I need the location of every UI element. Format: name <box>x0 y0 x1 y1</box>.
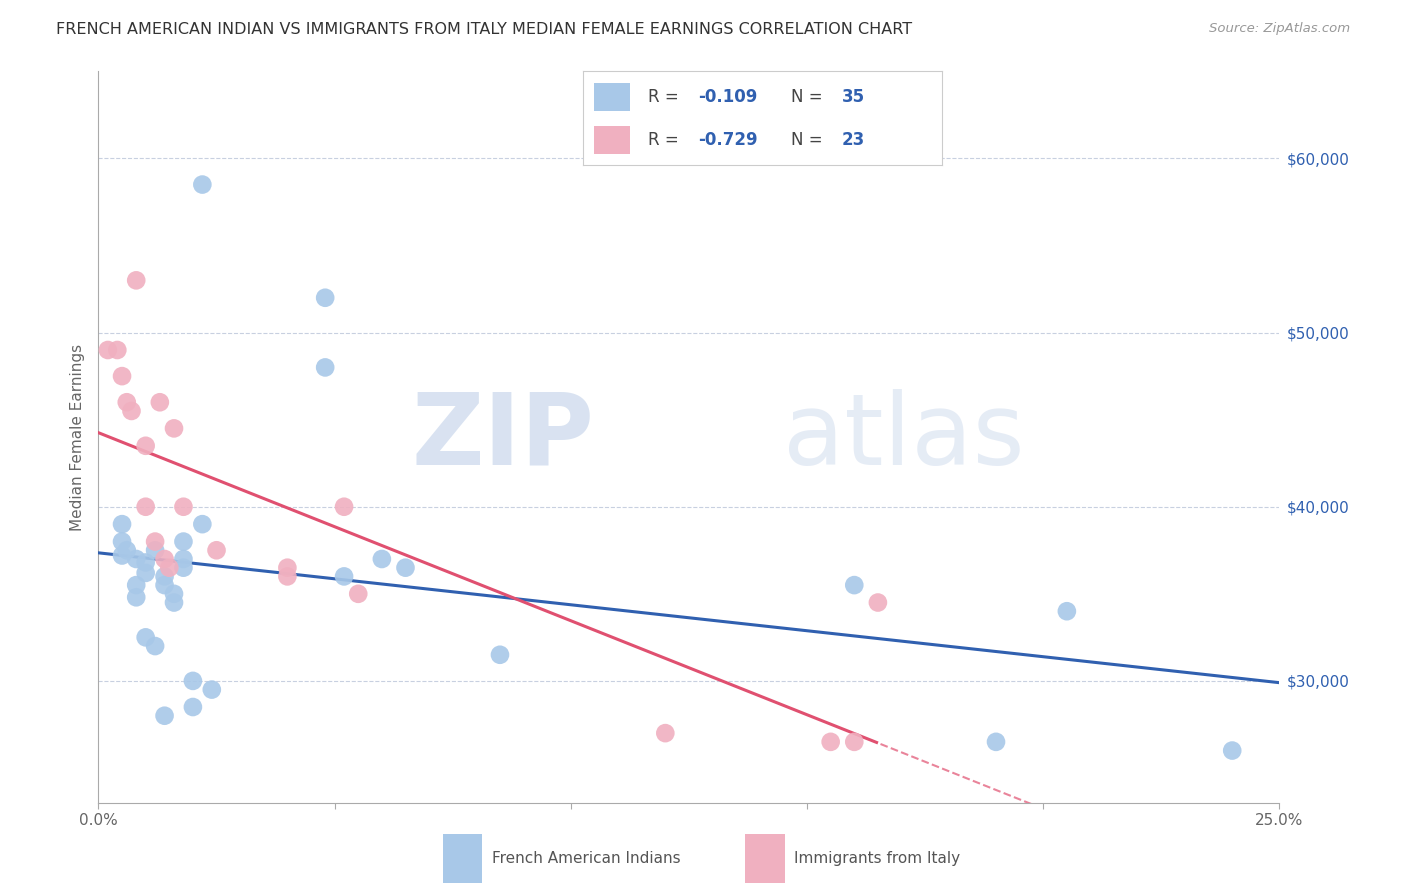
Text: 35: 35 <box>842 87 865 105</box>
Point <box>153 708 176 723</box>
Point <box>111 534 134 549</box>
Point <box>149 395 172 409</box>
Point <box>347 587 370 601</box>
Point <box>125 273 148 287</box>
Point <box>489 648 512 662</box>
Point <box>121 404 143 418</box>
Point <box>111 369 134 384</box>
Point <box>333 569 356 583</box>
Point <box>97 343 120 357</box>
Point <box>163 421 186 435</box>
Point <box>205 543 228 558</box>
Point <box>172 500 194 514</box>
FancyBboxPatch shape <box>595 126 630 153</box>
Point <box>111 549 134 563</box>
Point <box>143 543 166 558</box>
Text: N =: N = <box>792 131 828 149</box>
Point <box>181 673 204 688</box>
Point <box>135 556 157 570</box>
Text: atlas: atlas <box>783 389 1025 485</box>
Point <box>111 517 134 532</box>
Text: N =: N = <box>792 87 828 105</box>
Point <box>276 569 298 583</box>
Text: ZIP: ZIP <box>412 389 595 485</box>
Point <box>143 534 166 549</box>
Point <box>181 700 204 714</box>
Point <box>820 735 842 749</box>
Text: 23: 23 <box>842 131 865 149</box>
Point <box>276 560 298 574</box>
Point <box>115 543 138 558</box>
Point <box>314 360 336 375</box>
Point <box>191 178 214 192</box>
Point <box>172 534 194 549</box>
Text: French American Indians: French American Indians <box>492 851 681 865</box>
Point <box>1056 604 1078 618</box>
Point <box>314 291 336 305</box>
Text: R =: R = <box>648 87 685 105</box>
Point <box>866 595 889 609</box>
Point <box>153 552 176 566</box>
Point <box>135 439 157 453</box>
Point <box>984 735 1007 749</box>
FancyBboxPatch shape <box>595 83 630 111</box>
Point <box>333 500 356 514</box>
Text: R =: R = <box>648 131 685 149</box>
Point <box>201 682 224 697</box>
Point <box>135 566 157 580</box>
Text: -0.729: -0.729 <box>699 131 758 149</box>
Point <box>125 578 148 592</box>
Text: Source: ZipAtlas.com: Source: ZipAtlas.com <box>1209 22 1350 36</box>
Point <box>115 395 138 409</box>
Point <box>371 552 394 566</box>
Point <box>125 552 148 566</box>
Point <box>1220 743 1243 757</box>
Point <box>135 500 157 514</box>
Text: Immigrants from Italy: Immigrants from Italy <box>794 851 960 865</box>
Point <box>844 735 866 749</box>
Point <box>153 569 176 583</box>
Y-axis label: Median Female Earnings: Median Female Earnings <box>69 343 84 531</box>
Point <box>105 343 128 357</box>
Point <box>163 595 186 609</box>
Point <box>163 587 186 601</box>
Point <box>172 560 194 574</box>
Point <box>143 639 166 653</box>
Point <box>135 631 157 645</box>
Text: FRENCH AMERICAN INDIAN VS IMMIGRANTS FROM ITALY MEDIAN FEMALE EARNINGS CORRELATI: FRENCH AMERICAN INDIAN VS IMMIGRANTS FRO… <box>56 22 912 37</box>
Point <box>654 726 676 740</box>
Point <box>394 560 416 574</box>
Point <box>191 517 214 532</box>
Point <box>153 578 176 592</box>
Point <box>125 591 148 605</box>
Point <box>844 578 866 592</box>
Point <box>157 560 180 574</box>
Text: -0.109: -0.109 <box>699 87 758 105</box>
Point <box>172 552 194 566</box>
